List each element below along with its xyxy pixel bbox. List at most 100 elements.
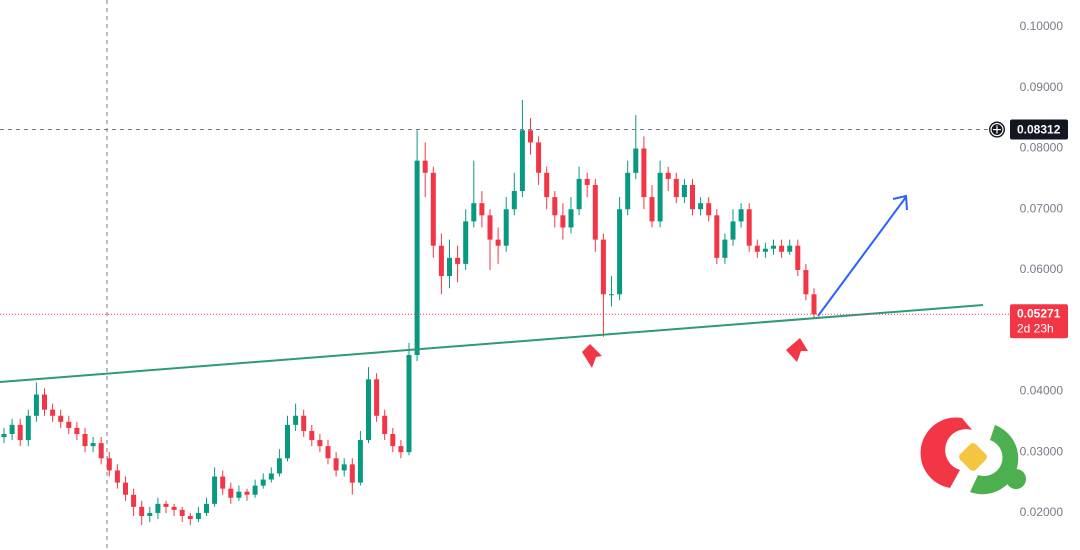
candle-body [414, 160, 420, 356]
candle-body [90, 443, 96, 447]
last-price-box [1010, 304, 1068, 339]
candle-body [236, 491, 242, 498]
candle-body [58, 415, 64, 422]
candle-body [98, 443, 104, 459]
candle-body [106, 458, 112, 471]
candle-body [795, 245, 801, 270]
candle-body [519, 130, 525, 192]
candle-body [204, 503, 209, 513]
candle-body [625, 172, 631, 210]
candle-body [147, 512, 153, 516]
candle-body [528, 130, 533, 143]
candle-body [406, 355, 412, 453]
candle-body [568, 209, 574, 228]
candle-body [228, 488, 234, 498]
candle-body [544, 172, 550, 198]
crosshair-price-label: 0.08312 [1017, 123, 1061, 137]
candle-body [609, 294, 614, 296]
candle-body [260, 479, 266, 486]
candle-body [341, 464, 347, 471]
candle-body [447, 257, 452, 277]
logo [920, 417, 1026, 495]
candle-body [665, 172, 671, 179]
crosshair-plus-ring [990, 122, 1004, 137]
candle-body [811, 294, 817, 315]
candle-body [17, 424, 23, 441]
candle-body [131, 494, 137, 507]
candle-body [463, 221, 469, 264]
candle-body [66, 421, 72, 428]
candle-body [42, 394, 47, 410]
y-tick-label: 0.09000 [1020, 80, 1064, 94]
candle-body [357, 440, 363, 483]
candle-body [398, 446, 404, 453]
crosshair-price-box [1010, 119, 1068, 140]
candle-body [220, 476, 226, 489]
candle-body [333, 458, 339, 471]
y-tick-label: 0.07000 [1020, 201, 1064, 215]
candle-body [163, 503, 169, 507]
candle-body [673, 178, 679, 198]
candle-body [495, 239, 501, 246]
candle-body [698, 203, 704, 210]
y-tick-label: 0.02000 [1020, 505, 1064, 519]
candle-body [33, 394, 39, 416]
candle-body [455, 257, 461, 264]
candle-body [722, 239, 728, 258]
candle-body [730, 221, 736, 240]
candle-body [301, 415, 307, 431]
candle-body [285, 424, 290, 459]
candle-body [641, 148, 647, 198]
forecast-arrow [817, 194, 908, 317]
y-tick-label: 0.04000 [1020, 384, 1064, 398]
candle-body [762, 248, 768, 252]
candle-body [649, 197, 655, 222]
candle-body [600, 239, 606, 295]
candle-body [82, 433, 88, 447]
candle-body [584, 178, 590, 185]
candle-body [511, 191, 517, 210]
candle-body [617, 209, 623, 295]
candle-body [803, 269, 809, 295]
candle-body [179, 509, 185, 516]
candle-body [268, 473, 274, 480]
marker-arrow [786, 338, 808, 362]
candle-body [430, 172, 436, 246]
candle-body [317, 440, 323, 447]
candle-body [374, 379, 380, 416]
candle-body [50, 409, 56, 416]
candle-body [576, 178, 582, 210]
candle-body [244, 491, 250, 495]
candle-body [155, 503, 161, 513]
candle-body [187, 515, 193, 520]
countdown-label: 2d 23h [1017, 321, 1054, 335]
candle-body [690, 184, 695, 210]
candle-body [779, 245, 785, 252]
candle-body [657, 172, 663, 222]
candle-body [74, 427, 80, 434]
candle-body [114, 470, 120, 483]
candle-body [252, 485, 258, 495]
candle-body [1, 433, 7, 438]
candle-body [771, 245, 776, 249]
candles [1, 99, 817, 526]
candle-body [123, 482, 128, 495]
crosshair-plus-icon [993, 125, 1001, 134]
candle-body [438, 245, 444, 277]
candle-body [390, 433, 396, 447]
marker-arrow [582, 344, 602, 368]
candle-body [487, 215, 493, 240]
candle-body [25, 415, 31, 441]
candle-body [592, 184, 598, 240]
candle-body [746, 209, 752, 246]
candle-body [560, 215, 566, 228]
y-tick-label: 0.06000 [1020, 262, 1064, 276]
candle-body [552, 197, 558, 216]
candle-body [787, 245, 793, 252]
candle-body [706, 203, 712, 216]
candle-body [293, 415, 299, 425]
y-tick-label: 0.03000 [1020, 444, 1064, 458]
candle-body [139, 506, 145, 516]
